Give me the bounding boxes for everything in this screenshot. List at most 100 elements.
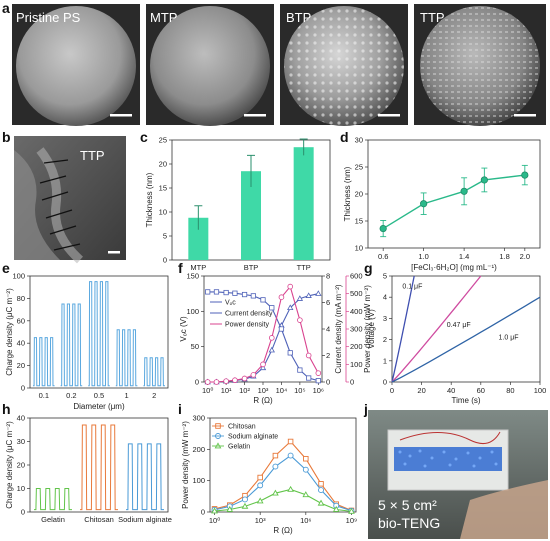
sem-image-btp: BTP — [280, 4, 408, 126]
axes-frame — [209, 417, 357, 513]
scale-bar — [110, 114, 132, 117]
y-axis-label: Thickness (nm) — [145, 172, 154, 227]
data-point — [269, 305, 275, 311]
panel-label-e: e — [2, 260, 10, 276]
x-axis-label: R (Ω) — [273, 526, 293, 535]
x-tick-label: 60 — [477, 386, 485, 395]
data-point — [287, 304, 294, 310]
y-tick-label: 10 — [159, 208, 167, 217]
x-tick-label: 10⁵ — [294, 386, 305, 395]
panel-j: 5 × 5 cm² bio-TENG — [368, 410, 548, 539]
y-tick-label-right2: 400 — [350, 307, 363, 316]
data-point — [287, 283, 294, 290]
y-tick-label: 1 — [383, 356, 387, 365]
data-point — [232, 377, 238, 384]
axes-frame — [391, 275, 541, 383]
pulse-train-0 — [34, 488, 72, 511]
data-point — [259, 364, 267, 371]
data-point — [297, 317, 303, 323]
data-point — [241, 375, 248, 382]
sem-image-ttp: TTP — [414, 4, 546, 126]
x-axis-label: [FeCl₃·6H₂O] (mg mL⁻¹) — [411, 263, 497, 272]
y-axis-label: Power density (mW m⁻²) — [363, 285, 372, 373]
legend-label: Current density — [225, 311, 273, 318]
photo-label-line1: 5 × 5 cm² — [378, 497, 437, 513]
data-point — [260, 361, 266, 368]
data-point — [204, 379, 211, 385]
y-tick-label: 200 — [192, 445, 205, 454]
y-tick-label: 30 — [17, 437, 25, 446]
y-tick-label-right1: 4 — [326, 325, 330, 334]
chart-i: 0 100 200 300 10⁰ 10³ 10⁶ 10⁹ Chitosan Sodium alg… — [181, 414, 357, 536]
x-tick-label: 10² — [239, 386, 250, 395]
x-tick-label: 80 — [506, 386, 514, 395]
y-tick-label-right1: 6 — [326, 298, 330, 307]
y-tick-label: 40 — [17, 414, 25, 423]
x-tick-label: 0.6 — [378, 252, 388, 261]
data-point — [315, 290, 322, 296]
data-point — [213, 379, 220, 385]
data-point — [317, 499, 325, 506]
x-tick-label: 40 — [447, 386, 455, 395]
sem-label-mtp: MTP — [150, 10, 177, 25]
y-axis-label: Thickness (nm) — [343, 166, 352, 221]
x-tick-label: 10⁰ — [202, 386, 213, 395]
data-point — [302, 466, 309, 473]
bar-ttp — [293, 147, 314, 260]
data-point — [460, 187, 468, 195]
y-tick-label: 30 — [355, 136, 363, 145]
data-point — [287, 452, 294, 459]
y-tick-label-right1: 0 — [326, 378, 330, 387]
series-line — [382, 174, 525, 230]
panel-label-b: b — [2, 129, 11, 145]
sem-label-ttp: TTP — [420, 10, 445, 25]
y-tick-label: 0 — [21, 384, 25, 393]
x-tick-label: 0 — [390, 386, 394, 395]
data-point — [232, 290, 238, 296]
x-tick-label: 1.8 — [499, 252, 509, 261]
y-tick-label: 100 — [192, 476, 205, 485]
panel-b: b TTP — [2, 129, 126, 264]
pulse-train-2 — [126, 443, 164, 511]
data-point — [257, 482, 264, 489]
x-tick-label: 10⁰ — [209, 516, 220, 525]
legend-label: Chitosan — [228, 424, 256, 431]
x-tick-label: Sodium alginate — [118, 515, 172, 524]
pulse-train-0.1 — [33, 337, 55, 387]
y-tick-label-right2: 100 — [350, 360, 363, 369]
chart-h: 0 10 20 30 40 Gelatin Chitosan Sodium alginate C… — [5, 414, 172, 525]
data-point — [278, 326, 285, 332]
sem-image-pristine-ps: Pristine PS — [12, 4, 140, 126]
sem-label-btp: BTP — [286, 10, 311, 25]
data-point — [256, 497, 264, 504]
series-line-0 — [214, 440, 352, 511]
data-point — [268, 346, 275, 353]
chart-c: 0 5 10 15 20 25 MTP BTP TTP Thickness (nm) — [145, 136, 331, 272]
y-tick-label: 0 — [21, 508, 25, 517]
chart-d: 10 15 20 25 30 0.6 1.0 1.4 1.8 2.0 [FeCl₃·6H₂O] (m… — [343, 136, 541, 272]
x-tick-label: 0.5 — [94, 391, 104, 400]
data-point — [242, 496, 248, 503]
data-point — [305, 292, 312, 298]
legend-label: Gelatin — [228, 444, 250, 451]
data-point — [318, 487, 324, 494]
panel-label-a: a — [2, 0, 10, 16]
curve-label: 0.47 μF — [447, 322, 471, 329]
data-point — [272, 452, 279, 459]
y-axis-label: Voltage (V) — [367, 309, 376, 349]
panel-label-c: c — [140, 129, 148, 145]
y-tick-label: 300 — [192, 414, 205, 423]
x-tick-label: BTP — [244, 263, 259, 272]
axes-frame — [29, 275, 169, 389]
thickness-markers — [39, 159, 81, 251]
x-tick-label: 2 — [152, 391, 156, 400]
data-point — [268, 335, 275, 341]
y-tick-label-right2: 0 — [350, 378, 354, 387]
data-point — [250, 372, 257, 378]
scale-bar — [244, 114, 266, 117]
x-tick-label: 10³ — [258, 386, 269, 395]
scale-bar — [108, 251, 120, 254]
data-point — [272, 489, 279, 496]
legend-label: Sodium alginate — [228, 434, 278, 441]
